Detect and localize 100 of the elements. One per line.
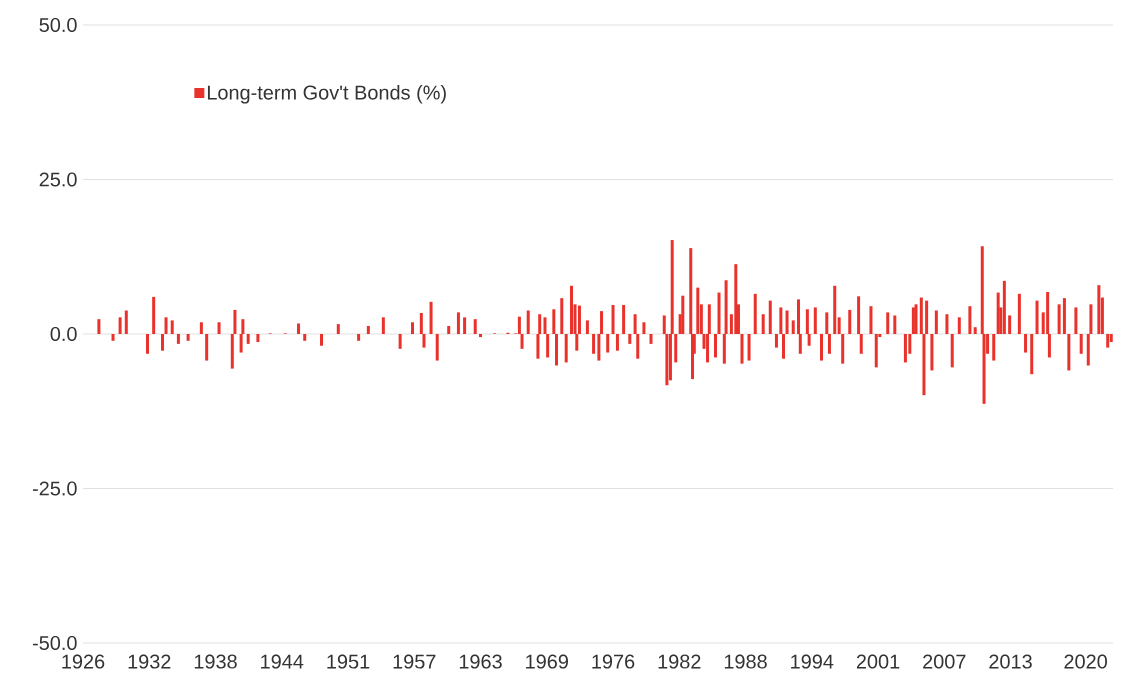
x-tick-label: 2013 xyxy=(989,654,1032,669)
bar xyxy=(628,334,632,344)
bar xyxy=(992,334,996,361)
bar xyxy=(186,334,190,341)
bar xyxy=(600,311,604,334)
bar xyxy=(463,317,467,334)
bar xyxy=(124,310,128,334)
bar xyxy=(411,322,414,334)
x-tick-label: 1957 xyxy=(393,654,436,669)
x-tick-label: 1938 xyxy=(194,654,237,669)
bar xyxy=(303,334,307,341)
bar xyxy=(827,334,831,354)
bar xyxy=(774,334,778,348)
y-tick-label: 0.0 xyxy=(50,326,77,342)
x-tick-label: 2001 xyxy=(856,654,900,669)
bar xyxy=(1062,298,1066,334)
bar xyxy=(713,334,717,358)
bar xyxy=(696,287,700,334)
bar xyxy=(734,264,738,334)
bar xyxy=(886,312,890,334)
bar xyxy=(753,293,757,334)
bar xyxy=(176,334,180,344)
bar xyxy=(1106,334,1110,348)
bar xyxy=(611,304,615,334)
bar xyxy=(564,334,568,363)
bar xyxy=(597,334,601,361)
bar xyxy=(973,327,977,334)
bar xyxy=(615,334,619,351)
bar xyxy=(585,320,589,334)
x-tick-label: 1982 xyxy=(658,654,701,669)
bar xyxy=(517,316,521,334)
x-tick-label: 1988 xyxy=(724,654,767,669)
x-tick-label: 2020 xyxy=(1064,654,1107,669)
bar xyxy=(1035,300,1039,334)
y-tick-label: 25.0 xyxy=(39,172,77,187)
bar xyxy=(930,334,934,371)
x-tick-label: 2007 xyxy=(923,654,966,669)
bar xyxy=(925,300,929,334)
bar xyxy=(761,314,765,334)
bar xyxy=(1030,334,1034,375)
bar xyxy=(447,325,451,334)
bar xyxy=(740,334,744,364)
bar xyxy=(813,307,817,334)
x-tick-label: 1951 xyxy=(327,654,370,669)
bar xyxy=(473,319,477,334)
bar xyxy=(164,317,168,334)
bar xyxy=(768,300,772,334)
bar xyxy=(779,307,783,334)
bar xyxy=(479,334,483,338)
bar xyxy=(1002,280,1006,334)
bar xyxy=(819,334,823,361)
bar xyxy=(674,334,678,363)
bar xyxy=(893,315,897,334)
bar xyxy=(520,334,524,349)
x-tick-label: 1932 xyxy=(128,654,171,669)
bar xyxy=(968,306,972,334)
bar xyxy=(336,324,340,334)
bar xyxy=(199,322,203,334)
bar xyxy=(357,334,361,341)
bar xyxy=(1097,285,1101,334)
bar xyxy=(785,310,789,334)
bar xyxy=(642,322,646,334)
bar xyxy=(1074,307,1078,334)
x-tick-label: 1944 xyxy=(261,654,304,669)
bar xyxy=(911,307,915,334)
bar xyxy=(606,334,610,353)
bar xyxy=(217,322,221,334)
bar xyxy=(554,334,558,366)
bar xyxy=(857,296,861,334)
bar xyxy=(456,312,460,334)
bar xyxy=(170,320,174,334)
bar xyxy=(869,306,873,334)
y-tick-label: 50.0 xyxy=(39,17,77,33)
bar xyxy=(747,334,751,361)
bar xyxy=(717,292,721,334)
bar xyxy=(1017,293,1021,334)
bar xyxy=(622,304,626,334)
bar xyxy=(914,304,918,334)
bar xyxy=(1067,334,1071,371)
x-tick-label: 1994 xyxy=(791,654,834,669)
bar xyxy=(570,285,573,334)
bar xyxy=(957,317,961,334)
bar xyxy=(837,317,841,334)
bar xyxy=(945,314,949,334)
bar xyxy=(1008,315,1012,334)
bar xyxy=(97,319,101,334)
bar xyxy=(950,334,954,368)
bar xyxy=(848,309,852,334)
y-tick-label: -25.0 xyxy=(32,481,77,496)
bar xyxy=(560,298,564,334)
bar xyxy=(526,310,530,334)
bar xyxy=(1024,334,1028,353)
bar xyxy=(577,305,581,334)
x-tick-label: 1963 xyxy=(459,654,502,669)
bar xyxy=(1079,334,1083,354)
x-tick-label: 1976 xyxy=(592,654,635,669)
bar xyxy=(205,334,209,361)
bar xyxy=(903,334,907,363)
x-tick-label: 1969 xyxy=(526,654,568,669)
bar xyxy=(297,323,301,334)
